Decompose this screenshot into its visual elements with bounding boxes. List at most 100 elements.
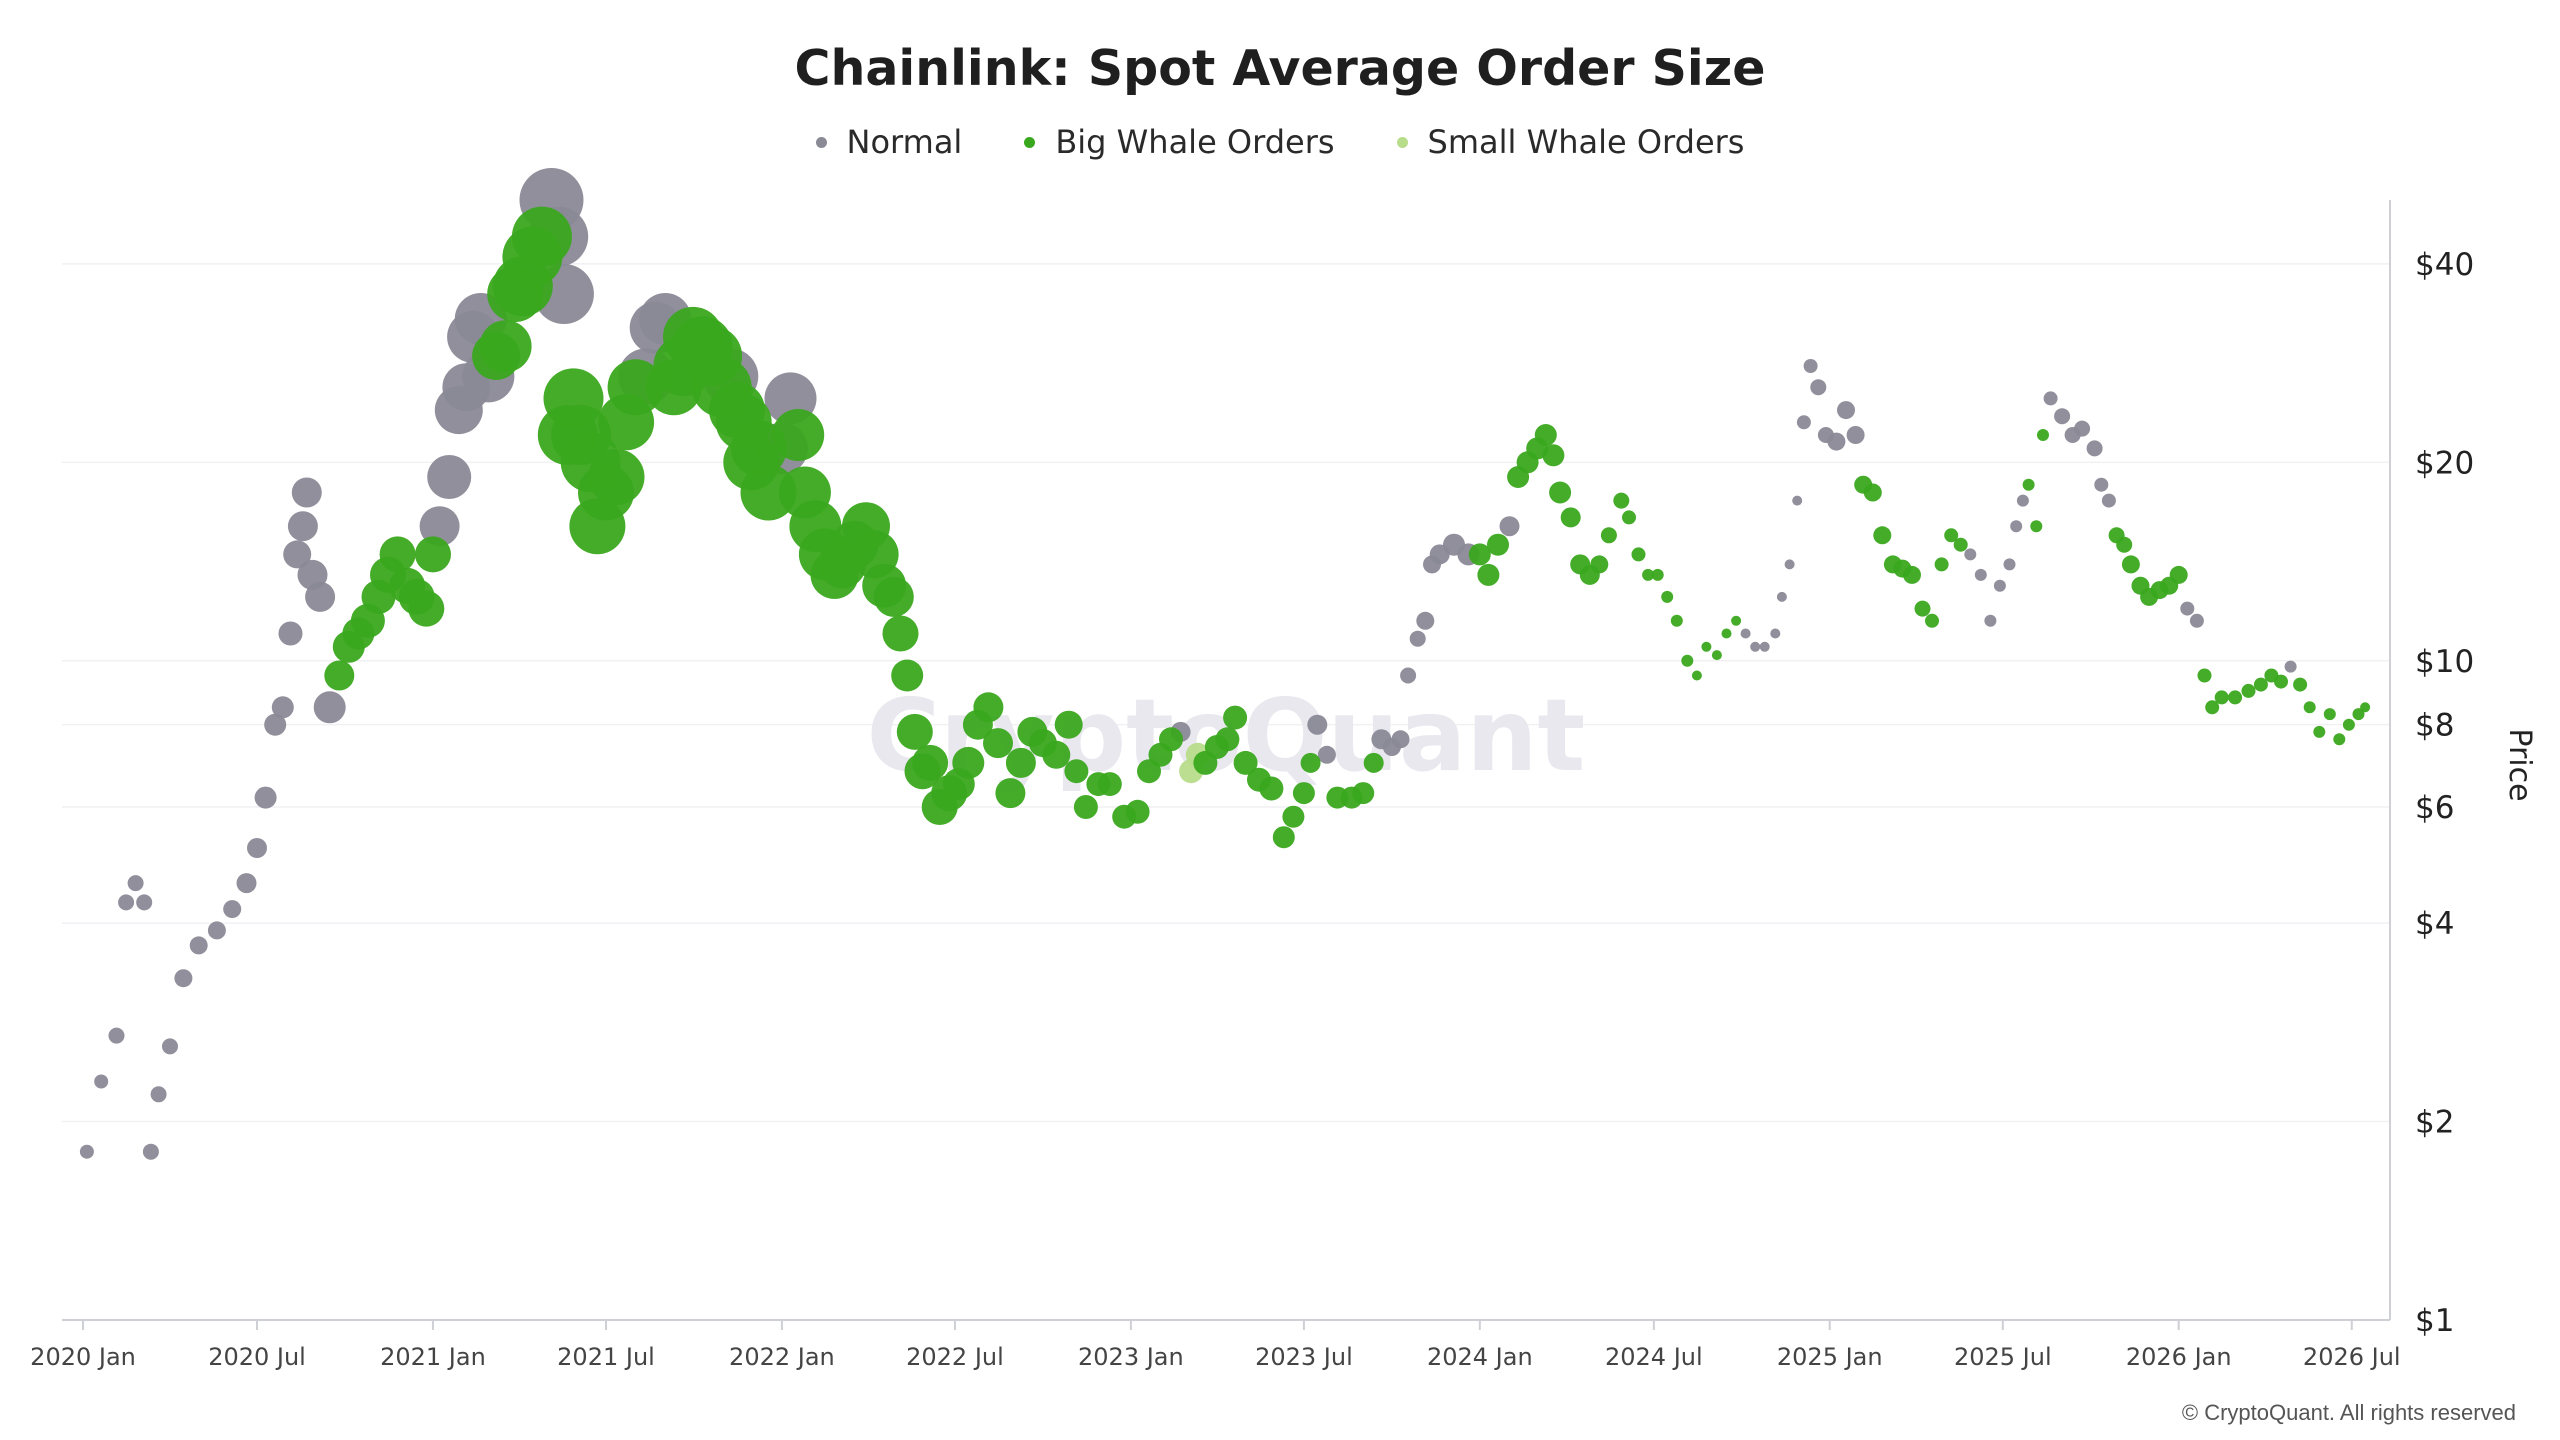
x-tick-label: 2021 Jul <box>557 1343 655 1371</box>
data-point-big-whale <box>1670 614 1683 627</box>
data-point-big-whale <box>2214 690 2229 705</box>
data-point-big-whale <box>2169 565 2188 584</box>
x-tick-label: 2020 Jan <box>30 1343 136 1371</box>
data-point-normal <box>162 1038 178 1055</box>
data-point-big-whale <box>1590 555 1609 574</box>
x-tick-label: 2023 Jul <box>1255 1343 1353 1371</box>
data-point-big-whale <box>2228 690 2243 705</box>
data-point-big-whale <box>1272 826 1295 849</box>
data-point-normal <box>174 969 193 988</box>
data-point-normal <box>118 894 135 911</box>
x-tick-label: 2026 Jul <box>2303 1343 2401 1371</box>
data-point-normal <box>2043 391 2058 406</box>
y-tick-label: $10 <box>2415 644 2474 680</box>
data-point-big-whale <box>1542 444 1565 467</box>
data-point-big-whale <box>2205 700 2220 715</box>
data-point-big-whale <box>2037 429 2049 441</box>
data-point-big-whale <box>1701 641 1712 652</box>
data-point-big-whale <box>1097 772 1122 797</box>
data-point-normal <box>1984 614 1997 627</box>
data-point-big-whale <box>983 728 1013 759</box>
data-point-normal <box>264 713 287 736</box>
data-point-normal <box>2284 660 2297 673</box>
data-point-big-whale <box>1613 492 1630 509</box>
legend-item-small-whale[interactable]: Small Whale Orders <box>1396 123 1745 161</box>
data-point-normal <box>2074 420 2091 437</box>
data-point-big-whale <box>973 692 1004 723</box>
data-point-big-whale <box>2303 701 2316 714</box>
data-point-normal <box>1759 641 1770 652</box>
data-point-big-whale <box>1873 526 1892 545</box>
data-point-normal <box>236 873 257 894</box>
data-point-normal <box>94 1074 109 1089</box>
data-point-normal <box>1837 401 1855 420</box>
data-point-big-whale <box>912 744 949 781</box>
data-point-big-whale <box>2121 555 2140 574</box>
data-point-big-whale <box>1259 776 1284 801</box>
data-point-big-whale <box>1642 568 1655 581</box>
y-tick-label: $2 <box>2415 1105 2454 1141</box>
data-point-normal <box>313 691 346 724</box>
legend-item-big-whale[interactable]: Big Whale Orders <box>1024 123 1335 161</box>
data-point-normal <box>1827 432 1846 451</box>
data-point-big-whale <box>896 713 933 750</box>
data-point-normal <box>1499 516 1520 537</box>
data-point-big-whale <box>772 409 825 461</box>
data-point-big-whale <box>1600 527 1617 544</box>
data-point-big-whale <box>2333 733 2346 746</box>
data-point-normal <box>1776 591 1787 602</box>
data-point-normal <box>142 1143 159 1160</box>
x-tick-label: 2025 Jan <box>1777 1343 1883 1371</box>
data-point-normal <box>1974 568 1987 581</box>
data-point-big-whale <box>2352 708 2365 721</box>
legend-label-small-whale: Small Whale Orders <box>1427 123 1745 161</box>
data-point-normal <box>136 894 153 911</box>
data-point-big-whale <box>1468 543 1491 566</box>
data-point-normal <box>189 936 208 955</box>
data-point-big-whale <box>1282 805 1305 828</box>
data-point-normal <box>2016 494 2029 507</box>
data-point-normal <box>2180 601 2195 616</box>
data-point-normal <box>427 455 472 499</box>
data-point-normal <box>1993 579 2006 592</box>
data-point-big-whale <box>1731 615 1742 626</box>
x-tick-label: 2024 Jan <box>1427 1343 1533 1371</box>
data-point-big-whale <box>2293 677 2308 692</box>
data-point-normal <box>223 900 242 919</box>
data-point-big-whale <box>995 778 1026 809</box>
data-point-big-whale <box>1125 799 1150 824</box>
data-point-normal <box>1803 359 1818 373</box>
data-point-big-whale <box>2030 520 2043 533</box>
y-tick-label: $8 <box>2415 708 2454 744</box>
data-point-big-whale <box>1934 557 1949 572</box>
data-point-big-whale <box>1944 528 1959 543</box>
y-tick-label: $1 <box>2415 1303 2454 1339</box>
data-point-big-whale <box>1292 782 1315 805</box>
data-point-normal <box>254 786 277 809</box>
data-point-big-whale <box>408 590 445 627</box>
chart-title: Chainlink: Spot Average Order Size <box>794 40 1766 97</box>
data-point-normal <box>2003 558 2016 571</box>
data-point-big-whale <box>882 615 919 652</box>
data-point-big-whale <box>740 464 797 521</box>
data-point-big-whale <box>1073 795 1098 819</box>
data-point-big-whale <box>2241 683 2256 698</box>
y-tick-label: $6 <box>2415 790 2454 826</box>
data-point-normal <box>1400 667 1417 684</box>
legend-item-normal[interactable]: Normal <box>815 123 962 161</box>
x-tick-label: 2021 Jan <box>380 1343 486 1371</box>
data-point-big-whale <box>2323 708 2336 721</box>
y-tick-label: $4 <box>2415 906 2454 942</box>
data-point-normal <box>127 875 144 892</box>
data-point-big-whale <box>1064 759 1089 784</box>
data-point-big-whale <box>2116 536 2133 553</box>
data-point-normal <box>1307 714 1328 735</box>
data-point-big-whale <box>1863 483 1882 502</box>
data-point-normal <box>207 921 226 940</box>
data-point-big-whale <box>324 660 355 691</box>
legend-swatch-small-whale <box>1396 136 1408 148</box>
data-point-big-whale <box>415 536 451 573</box>
data-point-big-whale <box>1159 727 1183 752</box>
x-tick-label: 2022 Jul <box>906 1343 1004 1371</box>
data-point-normal <box>1409 630 1426 647</box>
